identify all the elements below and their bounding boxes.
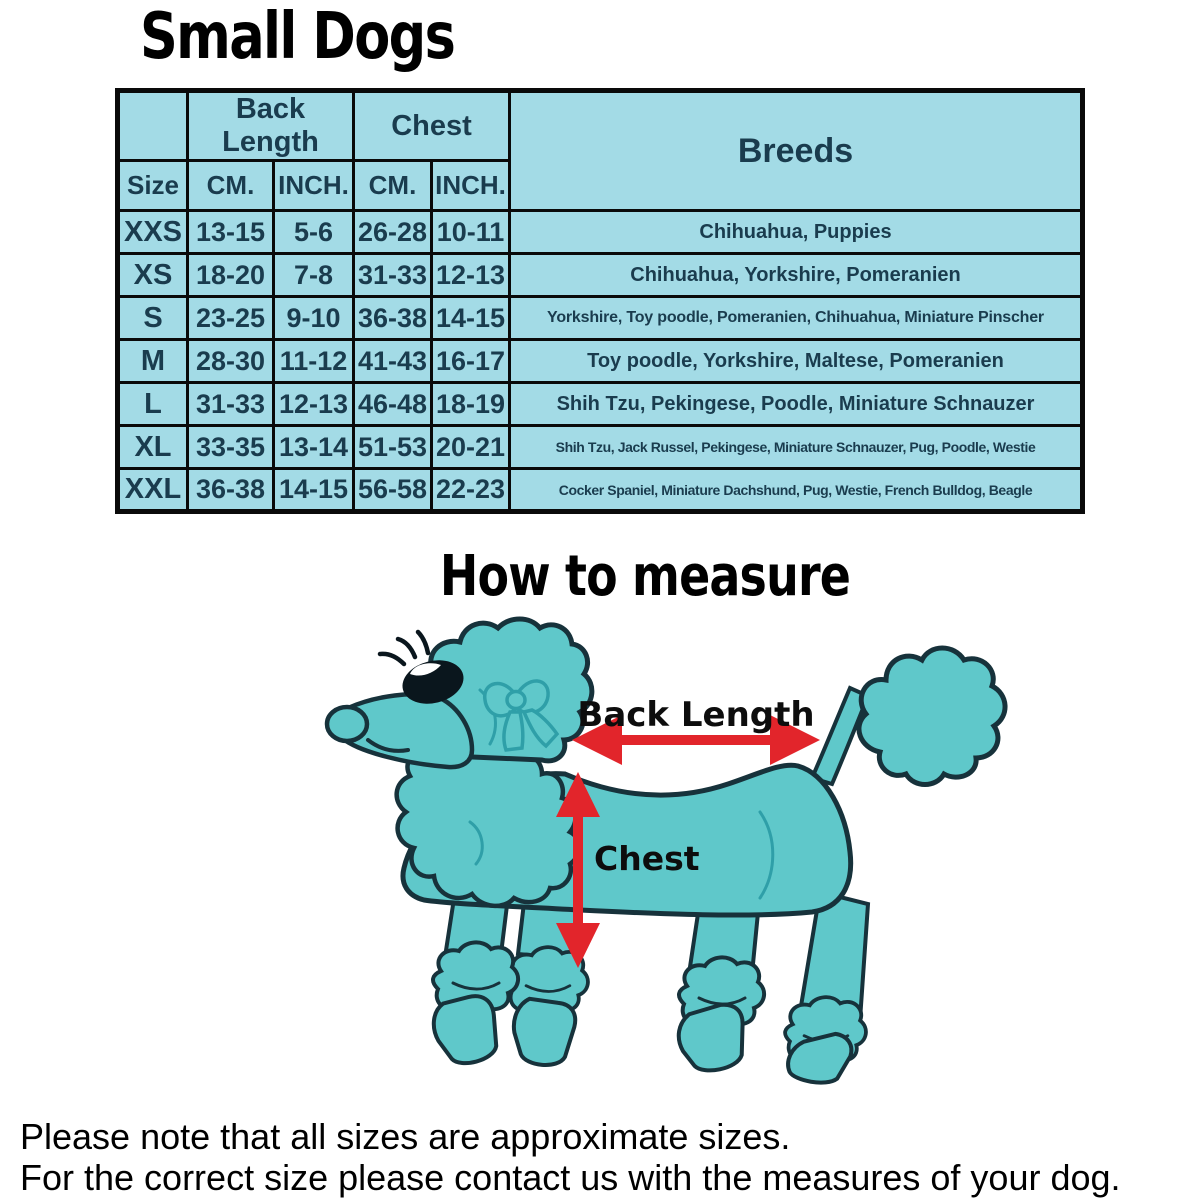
breeds-value: Toy poodle, Yorkshire, Maltese, Pomerani… [508, 338, 1084, 384]
header-chest-cm: CM. [352, 159, 433, 212]
breeds-value: Cocker Spaniel, Miniature Dachshund, Pug… [508, 467, 1084, 513]
breeds-value: Chihuahua, Yorkshire, Pomeranien [508, 252, 1084, 298]
size-label: XXS [116, 209, 189, 255]
footer-line-1: Please note that all sizes are approxima… [20, 1116, 791, 1157]
arrow-head-right [770, 715, 820, 765]
poodle-illustration: Back Length Chest [324, 616, 1008, 1085]
breeds-value: Shih Tzu, Jack Russel, Pekingese, Miniat… [508, 424, 1084, 470]
table-row-xl: XL 33-35 13-14 51-53 20-21 Shih Tzu, Jac… [116, 424, 1084, 470]
back-inch-value: 12-13 [272, 381, 355, 427]
chest-inch-value: 16-17 [430, 338, 511, 384]
back-cm-value: 23-25 [186, 295, 275, 341]
back-cm-value: 33-35 [186, 424, 275, 470]
back-cm-value: 31-33 [186, 381, 275, 427]
tail-pompom [856, 645, 1008, 787]
breeds-value: Shih Tzu, Pekingese, Poodle, Miniature S… [508, 381, 1084, 427]
page-title: Small Dogs [140, 0, 456, 74]
back-cm-value: 36-38 [186, 467, 275, 513]
size-label: XS [116, 252, 189, 298]
size-label: XL [116, 424, 189, 470]
poodle-hip-line [758, 810, 775, 900]
poodle-legs [430, 940, 868, 1085]
size-label: S [116, 295, 189, 341]
ruff-curl-line [468, 820, 484, 866]
header-chest-inch: INCH. [430, 159, 511, 212]
chest-cm-value: 46-48 [352, 381, 433, 427]
chest-inch-value: 22-23 [430, 467, 511, 513]
chest-cm-value: 36-38 [352, 295, 433, 341]
back-cm-value: 28-30 [186, 338, 275, 384]
breeds-value: Chihuahua, Puppies [508, 209, 1084, 255]
size-label: M [116, 338, 189, 384]
table-row-xs: XS 18-20 7-8 31-33 12-13 Chihuahua, York… [116, 252, 1084, 298]
measure-heading: How to measure [439, 544, 851, 609]
header-size: Size [116, 159, 189, 212]
footer-note: Please note that all sizes are approxima… [20, 1116, 1121, 1198]
chest-cm-value: 31-33 [352, 252, 433, 298]
chest-inch-value: 18-19 [430, 381, 511, 427]
arrow-head-up [556, 772, 600, 817]
poodle-bow [483, 679, 560, 752]
header-back-length: Back Length [186, 89, 355, 162]
table-row-s: S 23-25 9-10 36-38 14-15 Yorkshire, Toy … [116, 295, 1084, 341]
header-breeds: Breeds [508, 89, 1084, 212]
back-inch-value: 14-15 [272, 467, 355, 513]
chest-inch-value: 10-11 [430, 209, 511, 255]
table-header-row-groups: Back Length Chest Breeds [116, 89, 1084, 212]
table-header-row-units: Size CM. INCH. CM. INCH. [116, 159, 1083, 212]
poodle-snout [324, 692, 475, 770]
chest-inch-value: 14-15 [430, 295, 511, 341]
poodle-smile [366, 738, 410, 753]
poodle-illustration-wrap: Back Length Chest [320, 612, 1010, 1107]
chest-cm-value: 26-28 [352, 209, 433, 255]
poodle-nose [324, 704, 370, 744]
back-inch-value: 9-10 [272, 295, 355, 341]
arrow-head-down [556, 923, 600, 968]
header-back-inch: INCH. [272, 159, 355, 212]
breeds-value: Yorkshire, Toy poodle, Pomeranien, Chihu… [508, 295, 1084, 341]
chest-cm-value: 56-58 [352, 467, 433, 513]
back-inch-value: 11-12 [272, 338, 355, 384]
table-row-l: L 31-33 12-13 46-48 18-19 Shih Tzu, Peki… [116, 381, 1084, 427]
back-length-label: Back Length [577, 695, 814, 735]
chest-cm-value: 51-53 [352, 424, 433, 470]
chest-inch-value: 12-13 [430, 252, 511, 298]
chest-label: Chest [594, 839, 700, 878]
back-inch-value: 13-14 [272, 424, 355, 470]
poodle-tail [809, 645, 1008, 787]
header-empty-cell [116, 89, 189, 162]
table-row-m: M 28-30 11-12 41-43 16-17 Toy poodle, Yo… [116, 338, 1084, 384]
size-label: XXL [116, 467, 189, 513]
chest-cm-value: 41-43 [352, 338, 433, 384]
header-back-cm: CM. [186, 159, 275, 212]
chest-arrow [556, 772, 600, 968]
footer-line-2: For the correct size please contact us w… [20, 1157, 1121, 1198]
size-label: L [116, 381, 189, 427]
header-chest: Chest [352, 89, 511, 162]
chest-inch-value: 20-21 [430, 424, 511, 470]
back-cm-value: 18-20 [186, 252, 275, 298]
back-inch-value: 5-6 [272, 209, 355, 255]
poodle-eye [377, 629, 464, 704]
arrow-head-left [572, 715, 622, 765]
poodle-eyelashes [377, 629, 431, 667]
back-inch-value: 7-8 [272, 252, 355, 298]
size-table: Back Length Chest Breeds Size CM. INCH. … [115, 88, 1085, 514]
back-length-arrow [572, 715, 820, 765]
back-cm-value: 13-15 [186, 209, 275, 255]
table-row-xxs: XXS 13-15 5-6 26-28 10-11 Chihuahua, Pup… [116, 209, 1084, 255]
table-row-xxl: XXL 36-38 14-15 56-58 22-23 Cocker Spani… [116, 467, 1084, 513]
